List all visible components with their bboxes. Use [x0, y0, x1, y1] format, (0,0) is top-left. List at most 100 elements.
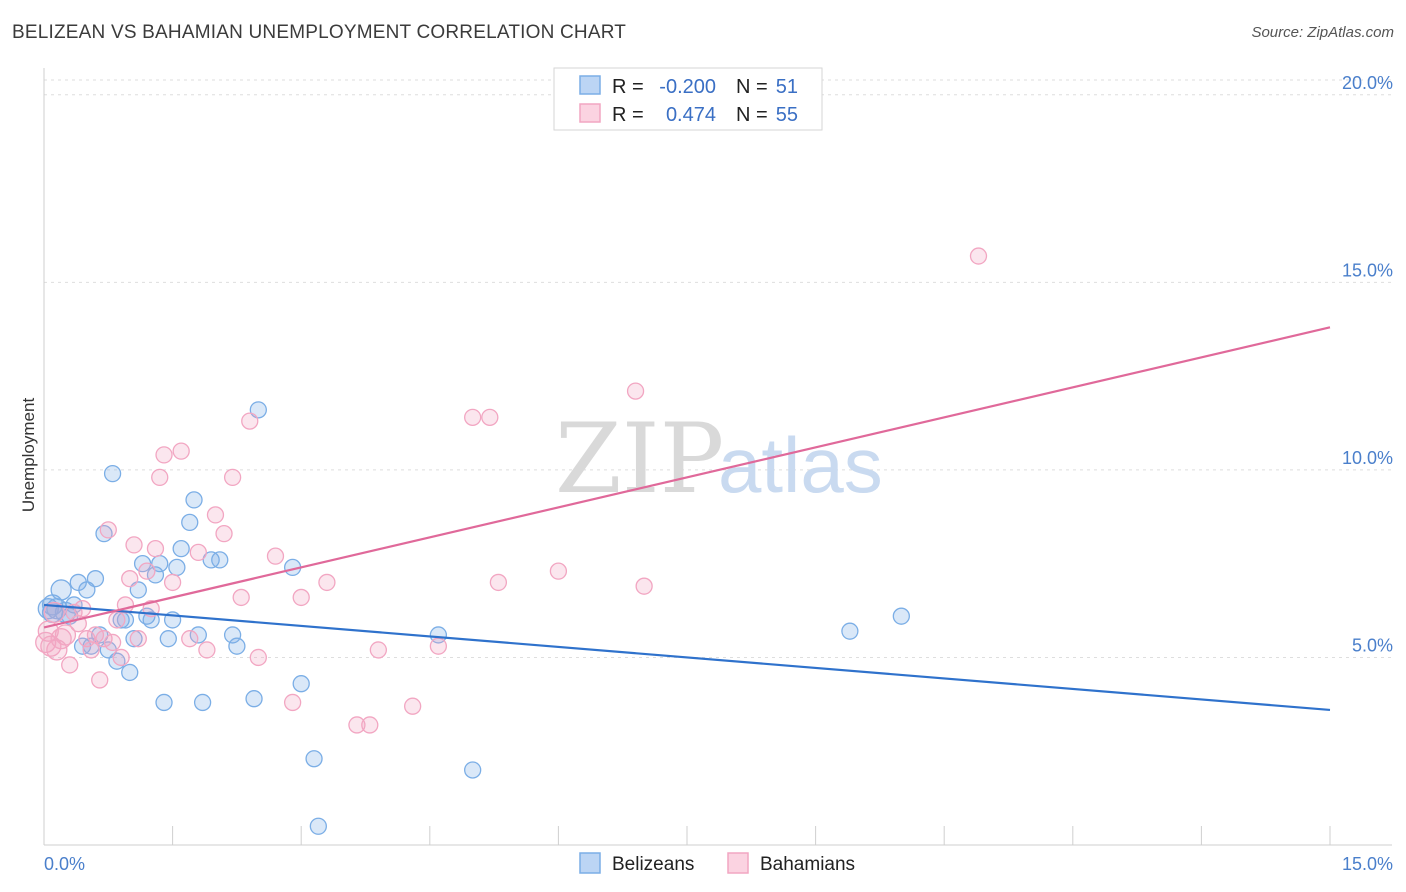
- tick-labels: 5.0% 10.0% 15.0% 20.0% 0.0% 15.0%: [44, 73, 1393, 874]
- point-belizeans: [211, 551, 229, 569]
- legend-r-label-1: R =: [612, 76, 644, 98]
- point-bahamians: [112, 648, 130, 667]
- point-bahamians: [78, 630, 96, 648]
- legend-swatch-belizeans: [579, 75, 601, 95]
- point-belizeans: [245, 690, 263, 708]
- chart-source: Source: ZipAtlas.com: [1251, 24, 1394, 41]
- point-bahamians: [369, 641, 388, 659]
- point-bahamians: [429, 637, 448, 655]
- point-bahamians: [189, 543, 207, 562]
- legend-r-value-2: 0.474: [666, 104, 716, 126]
- point-belizeans: [146, 566, 165, 584]
- point-belizeans: [125, 630, 143, 648]
- point-belizeans: [228, 637, 246, 655]
- point-bahamians: [635, 577, 653, 595]
- point-belizeans: [185, 491, 203, 509]
- point-bahamians: [198, 641, 216, 659]
- point-bahamians: [61, 656, 79, 674]
- point-belizeans: [292, 675, 310, 693]
- point-belizeans: [159, 630, 177, 648]
- point-bahamians: [969, 247, 988, 265]
- trend-line-bahamians: [43, 326, 1331, 629]
- point-bahamians: [215, 524, 233, 543]
- x-tick-label-min: 0.0%: [44, 854, 85, 874]
- point-bahamians: [86, 626, 105, 644]
- point-belizeans: [841, 622, 859, 640]
- point-bahamians: [489, 573, 508, 592]
- point-bahamians: [91, 671, 109, 689]
- watermark: ZIP atlas: [555, 403, 883, 515]
- point-belizeans: [464, 761, 482, 779]
- series-legend-swatch-belizeans: [579, 852, 601, 874]
- point-bahamians: [54, 624, 77, 646]
- point-belizeans: [181, 513, 199, 532]
- y-tick-label: 20.0%: [1342, 73, 1393, 93]
- point-bahamians: [163, 573, 182, 592]
- point-belizeans: [309, 817, 327, 835]
- legend-n-value-2: 55: [776, 104, 798, 126]
- grid-lines: [44, 79, 1392, 658]
- point-bahamians: [121, 570, 139, 588]
- y-axis-label: Unemployment: [19, 398, 38, 513]
- point-bahamians: [108, 611, 126, 629]
- point-bahamians: [241, 412, 259, 430]
- series-legend-label-belizeans: Belizeans: [612, 854, 694, 875]
- watermark-atlas: atlas: [718, 421, 883, 509]
- point-belizeans: [121, 663, 139, 682]
- point-bahamians: [43, 601, 65, 624]
- correlation-legend: R = -0.200 N = 51 R = 0.474 N = 55: [553, 67, 823, 131]
- legend-n-label-2: N =: [736, 104, 768, 126]
- point-bahamians: [146, 540, 165, 558]
- point-bahamians: [103, 633, 122, 652]
- point-bahamians: [626, 382, 645, 400]
- point-bahamians: [206, 506, 225, 524]
- point-bahamians: [292, 588, 310, 607]
- point-bahamians: [155, 446, 173, 464]
- x-tick-label-max: 15.0%: [1342, 854, 1393, 874]
- y-tick-label: 5.0%: [1352, 635, 1393, 655]
- legend-n-value-1: 51: [776, 76, 798, 98]
- axes: [43, 68, 1392, 846]
- chart-title: BELIZEAN VS BAHAMIAN UNEMPLOYMENT CORREL…: [12, 22, 627, 43]
- point-belizeans: [155, 693, 173, 712]
- point-bahamians: [348, 716, 366, 734]
- point-bahamians: [361, 716, 379, 734]
- point-bahamians: [99, 521, 117, 539]
- point-bahamians: [283, 693, 302, 712]
- y-tick-label: 15.0%: [1342, 260, 1393, 280]
- point-bahamians: [404, 697, 422, 715]
- y-tick-label: 10.0%: [1342, 448, 1393, 468]
- point-bahamians: [95, 630, 113, 648]
- point-bahamians: [464, 408, 482, 427]
- point-bahamians: [232, 588, 250, 607]
- point-bahamians: [125, 536, 143, 554]
- legend-n-label-1: N =: [736, 76, 768, 98]
- point-belizeans: [86, 570, 105, 588]
- trend-line-belizeans: [43, 603, 1331, 712]
- point-belizeans: [892, 607, 910, 625]
- point-bahamians: [172, 442, 190, 460]
- point-bahamians: [249, 648, 267, 667]
- point-belizeans: [168, 558, 186, 577]
- point-bahamians: [223, 468, 242, 487]
- point-bahamians: [138, 562, 156, 580]
- point-bahamians: [481, 408, 499, 427]
- point-belizeans: [223, 626, 242, 644]
- legend-r-label-2: R =: [612, 104, 644, 126]
- legend-swatch-bahamians: [579, 103, 601, 123]
- point-bahamians: [181, 630, 199, 648]
- point-bahamians: [266, 547, 285, 565]
- series-legend-label-bahamians: Bahamians: [760, 854, 855, 875]
- data-points: [35, 247, 988, 835]
- point-belizeans: [189, 626, 207, 644]
- point-belizeans: [50, 579, 72, 601]
- series-legend-swatch-bahamians: [727, 852, 749, 874]
- point-bahamians: [318, 573, 336, 592]
- legend-r-value-1: -0.200: [659, 76, 716, 98]
- point-belizeans: [305, 750, 323, 768]
- point-belizeans: [103, 464, 122, 483]
- point-bahamians: [129, 630, 147, 648]
- trend-lines: [43, 326, 1331, 712]
- point-belizeans: [172, 540, 190, 558]
